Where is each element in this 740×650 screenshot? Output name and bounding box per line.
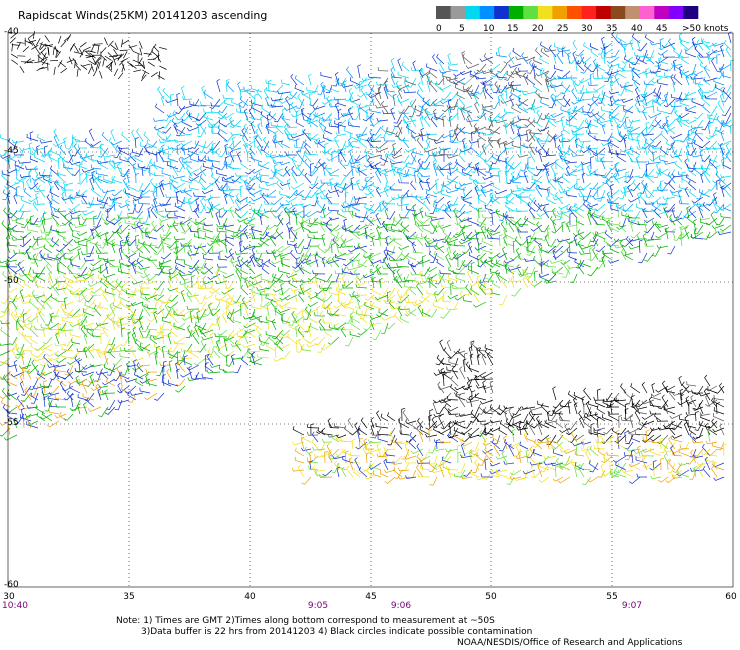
legend-swatch (436, 6, 451, 19)
lon-label: 35 (123, 592, 135, 602)
lat-label: -40 (4, 27, 19, 37)
lat-label: -50 (4, 276, 19, 286)
legend-label: >50 knots (682, 24, 729, 34)
legend-swatch (683, 6, 699, 19)
lon-label: 45 (365, 592, 377, 602)
legend-swatch (654, 6, 670, 19)
legend-swatch (668, 6, 684, 19)
legend-swatch (552, 6, 568, 19)
time-label: 9:07 (621, 601, 643, 611)
legend-labels: 0 5 10 15 20 25 30 35 40 45 >50 knots (436, 24, 729, 34)
wind-barbs (0, 30, 735, 486)
legend-swatch (479, 6, 495, 19)
legend-swatch (450, 6, 466, 19)
legend-label: 45 (656, 24, 667, 34)
lon-label: 60 (725, 592, 737, 602)
legend-label: 5 (459, 24, 465, 34)
legend-label: 30 (581, 24, 593, 34)
legend-swatch (567, 6, 582, 19)
lon-label: 40 (244, 592, 256, 602)
legend-label: 20 (532, 24, 544, 34)
legend-swatch (537, 6, 553, 19)
note-line: NOAA/NESDIS/Office of Research and Appli… (457, 638, 683, 648)
legend-label: 15 (507, 24, 518, 34)
legend-swatch (596, 6, 611, 19)
lon-label: 50 (485, 592, 497, 602)
legend-swatch (625, 6, 641, 19)
time-label: 10:40 (2, 601, 28, 611)
legend-label: 25 (557, 24, 568, 34)
note-line: 3)Data buffer is 22 hrs from 20141203 4)… (141, 627, 533, 637)
lat-label: -60 (4, 580, 19, 590)
legend-label: 10 (483, 24, 495, 34)
legend-swatch (581, 6, 597, 19)
time-label: 9:06 (390, 601, 412, 611)
lat-label: -45 (4, 146, 19, 156)
map-title: Rapidscat Winds(25KM) 20141203 ascending (18, 9, 268, 22)
lat-label: -55 (4, 418, 19, 428)
legend-swatch (465, 6, 480, 19)
legend-swatches (436, 6, 699, 19)
legend-swatch (494, 6, 510, 19)
legend-swatch (508, 6, 524, 19)
note-line: Note: 1) Times are GMT 2)Times along bot… (116, 616, 495, 626)
lon-label: 55 (606, 592, 618, 602)
legend-label: 0 (436, 24, 442, 34)
legend-label: 40 (631, 24, 643, 34)
time-label: 9:05 (307, 601, 329, 611)
color-legend: 0 5 10 15 20 25 30 35 40 45 >50 knots (436, 6, 729, 34)
legend-swatch (639, 6, 655, 19)
legend-label: 35 (606, 24, 617, 34)
map-frame (7, 32, 734, 588)
lon-label: 30 (3, 592, 15, 602)
legend-swatch (610, 6, 626, 19)
legend-swatch (523, 6, 539, 19)
